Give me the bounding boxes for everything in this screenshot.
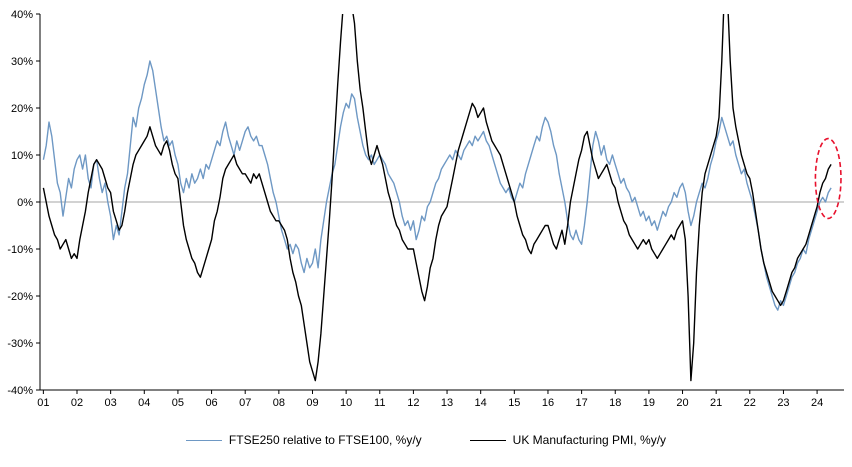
y-axis-label: 20%: [11, 103, 33, 115]
x-axis-label: 03: [105, 397, 117, 409]
y-axis-label: 30%: [11, 56, 33, 68]
legend-line-sample-pmi: [469, 439, 506, 441]
x-axis-label: 14: [475, 397, 487, 409]
x-axis-label: 24: [811, 397, 823, 409]
x-axis-label: 02: [71, 397, 83, 409]
x-axis-label: 17: [575, 397, 587, 409]
x-axis-label: 23: [777, 397, 789, 409]
x-axis-label: 08: [273, 397, 285, 409]
highlight-ellipse: [814, 137, 842, 220]
chart-legend: FTSE250 relative to FTSE100, %y/y UK Man…: [0, 418, 852, 462]
x-axis-label: 09: [306, 397, 318, 409]
x-axis-label: 18: [609, 397, 621, 409]
legend-item-pmi: UK Manufacturing PMI, %y/y: [469, 433, 667, 447]
y-axis-label: 10%: [11, 150, 33, 162]
series-group: [42, 14, 832, 382]
x-axis-label: 13: [441, 397, 453, 409]
y-axis-label: 0%: [17, 197, 33, 209]
line-chart-canvas: 40% 30% 20% 10% 0% -10% -20% -30% -40% 01 02 03 04 05…: [7, 9, 844, 409]
x-axis-label: 04: [138, 397, 150, 409]
legend-line-sample-ftse250: [185, 439, 222, 441]
x-axis-label: 19: [643, 397, 655, 409]
x-axis-label: 22: [744, 397, 756, 409]
legend-item-ftse250: FTSE250 relative to FTSE100, %y/y: [185, 433, 422, 447]
x-axis-label: 07: [239, 397, 251, 409]
x-axis-label: 11: [374, 397, 385, 409]
series-line-0: [42, 60, 832, 311]
y-axis-label: -10%: [7, 244, 33, 256]
y-axis-label: -30%: [7, 338, 33, 350]
x-axis-label: 10: [340, 397, 352, 409]
series-line-1: [42, 14, 832, 382]
y-axis-label: 40%: [11, 9, 33, 21]
x-axis-label: 16: [542, 397, 554, 409]
x-axis-label: 21: [710, 397, 722, 409]
y-axis-label: -20%: [7, 291, 33, 303]
y-axis-label: -40%: [7, 385, 33, 397]
x-axis-label: 01: [37, 397, 49, 409]
x-axis-label: 20: [676, 397, 688, 409]
legend-label-ftse250: FTSE250 relative to FTSE100, %y/y: [228, 433, 422, 447]
x-axis-label: 15: [508, 397, 520, 409]
x-axis-label: 12: [407, 397, 419, 409]
x-axis-label: 05: [172, 397, 184, 409]
legend-label-pmi: UK Manufacturing PMI, %y/y: [512, 433, 667, 447]
x-axis-label: 06: [205, 397, 217, 409]
